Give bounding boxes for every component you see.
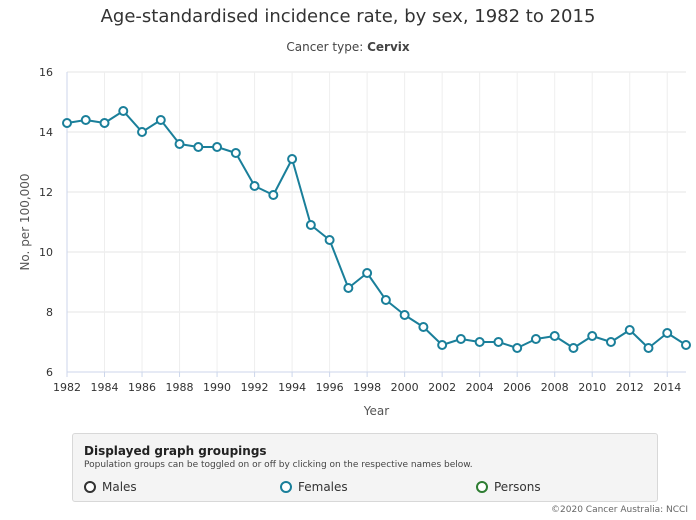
chart-subtitle: Cancer type: Cervix xyxy=(0,40,696,54)
data-point xyxy=(287,154,298,164)
data-point xyxy=(512,343,523,353)
legend-hint: Population groups can be toggled on or o… xyxy=(84,460,473,470)
y-tick-label: 10 xyxy=(39,246,53,259)
legend-label-females: Females xyxy=(298,480,348,494)
y-tick-label: 16 xyxy=(39,66,53,79)
data-point xyxy=(493,337,504,347)
data-point xyxy=(681,340,691,350)
x-tick-label: 2010 xyxy=(578,381,606,394)
data-point xyxy=(80,115,91,125)
x-tick-label: 2014 xyxy=(653,381,681,394)
legend-panel: Displayed graph groupings Population gro… xyxy=(72,433,658,502)
data-point xyxy=(324,235,335,245)
data-point xyxy=(305,220,316,230)
data-point xyxy=(662,328,673,338)
data-point xyxy=(605,337,616,347)
x-axis-title: Year xyxy=(363,404,389,418)
x-tick-label: 1984 xyxy=(91,381,119,394)
legend-item-females[interactable]: Females xyxy=(280,480,348,494)
data-point xyxy=(418,322,429,332)
chart-title: Age-standardised incidence rate, by sex,… xyxy=(100,6,596,27)
data-point xyxy=(624,325,635,335)
legend-label-males: Males xyxy=(102,480,137,494)
y-tick-label: 8 xyxy=(46,306,53,319)
data-point xyxy=(549,331,560,341)
data-point xyxy=(99,118,110,128)
data-point xyxy=(268,190,279,200)
data-point xyxy=(212,142,223,152)
y-tick-label: 12 xyxy=(39,186,53,199)
legend-label-persons: Persons xyxy=(494,480,541,494)
data-point xyxy=(455,334,466,344)
data-point xyxy=(155,115,166,125)
data-point xyxy=(530,334,541,344)
credit-text: ©2020 Cancer Australia: NCCI xyxy=(551,505,688,515)
y-tick-label: 14 xyxy=(39,126,53,139)
data-point xyxy=(193,142,204,152)
data-point xyxy=(587,331,598,341)
data-point xyxy=(62,118,72,128)
data-point xyxy=(380,295,391,305)
x-tick-label: 1996 xyxy=(316,381,344,394)
data-point xyxy=(568,343,579,353)
data-point xyxy=(118,106,129,116)
persons-marker-icon xyxy=(476,481,488,493)
data-point xyxy=(137,127,148,137)
data-point xyxy=(343,283,354,293)
x-tick-label: 1986 xyxy=(128,381,156,394)
x-tick-label: 1992 xyxy=(241,381,269,394)
data-point xyxy=(174,139,185,149)
line-chart: 6 8 10 12 14 16 1982 1984 1986 1988 1990 1992 1994 19… xyxy=(18,66,691,418)
cancer-type-value: Cervix xyxy=(367,40,410,54)
x-tick-label: 2004 xyxy=(466,381,494,394)
x-tick-label: 2012 xyxy=(616,381,644,394)
x-tick-label: 2000 xyxy=(391,381,419,394)
series-line-females xyxy=(66,110,687,349)
x-tick-label: 2002 xyxy=(428,381,456,394)
data-point xyxy=(399,310,410,320)
x-tick-label: 1990 xyxy=(203,381,231,394)
x-tick-label: 2008 xyxy=(541,381,569,394)
legend-item-persons[interactable]: Persons xyxy=(476,480,541,494)
legend-title: Displayed graph groupings xyxy=(84,444,267,458)
data-point xyxy=(362,268,373,278)
data-point xyxy=(230,148,241,158)
data-point xyxy=(474,337,485,347)
x-tick-label: 1988 xyxy=(166,381,194,394)
x-tick-label: 1998 xyxy=(353,381,381,394)
x-tick-label: 1982 xyxy=(53,381,81,394)
data-point xyxy=(437,340,448,350)
males-marker-icon xyxy=(84,481,96,493)
data-point xyxy=(643,343,654,353)
subtitle-prefix: Cancer type: xyxy=(286,40,368,54)
legend-item-males[interactable]: Males xyxy=(84,480,137,494)
x-tick-label: 2006 xyxy=(503,381,531,394)
y-tick-label: 6 xyxy=(46,366,53,379)
y-axis-title: No. per 100,000 xyxy=(18,173,32,270)
females-marker-icon xyxy=(280,481,292,493)
x-tick-label: 1994 xyxy=(278,381,306,394)
data-point xyxy=(249,181,260,191)
